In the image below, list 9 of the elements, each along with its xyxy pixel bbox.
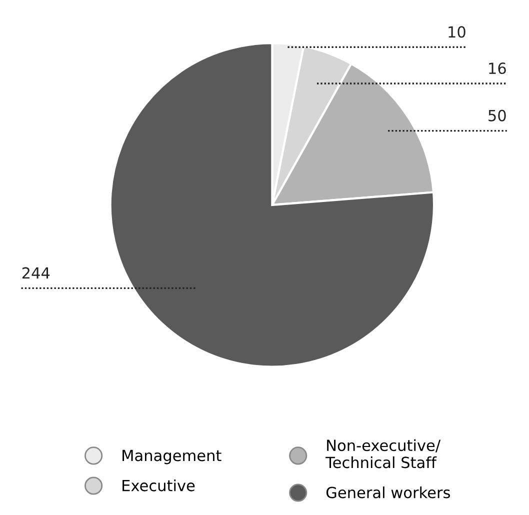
legend-label: Executive [122,480,195,492]
data-label: 50 [488,110,506,122]
legend-label: Non-executive/ Technical Staff [326,439,441,468]
legend-label: Management [122,450,222,464]
data-label: 244 [22,267,50,279]
data-label: 16 [489,62,506,74]
legend-label: General workers [326,486,450,498]
pie-slice [109,42,436,368]
data-label: 10 [448,26,466,38]
